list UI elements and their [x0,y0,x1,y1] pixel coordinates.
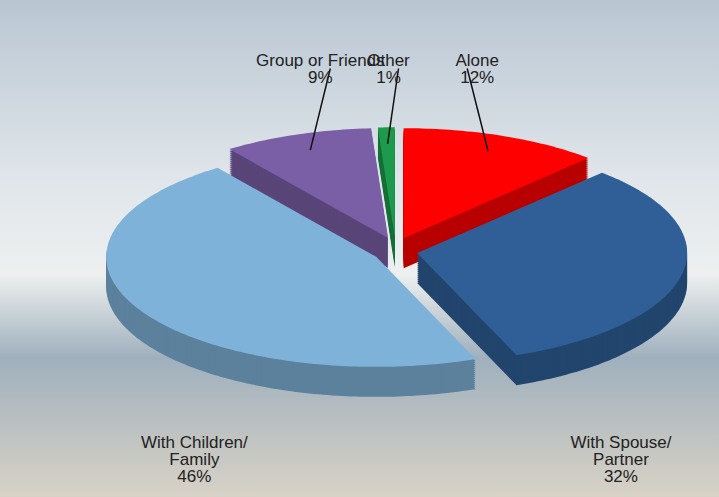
svg-text:Group or Friends9%: Group or Friends9% [256,51,385,87]
svg-text:With Spouse/Partner32%: With Spouse/Partner32% [570,433,671,486]
svg-text:Alone12%: Alone12% [455,51,498,87]
svg-text:With Children/Family46%: With Children/Family46% [141,433,248,486]
svg-text:Other1%: Other1% [367,51,410,87]
